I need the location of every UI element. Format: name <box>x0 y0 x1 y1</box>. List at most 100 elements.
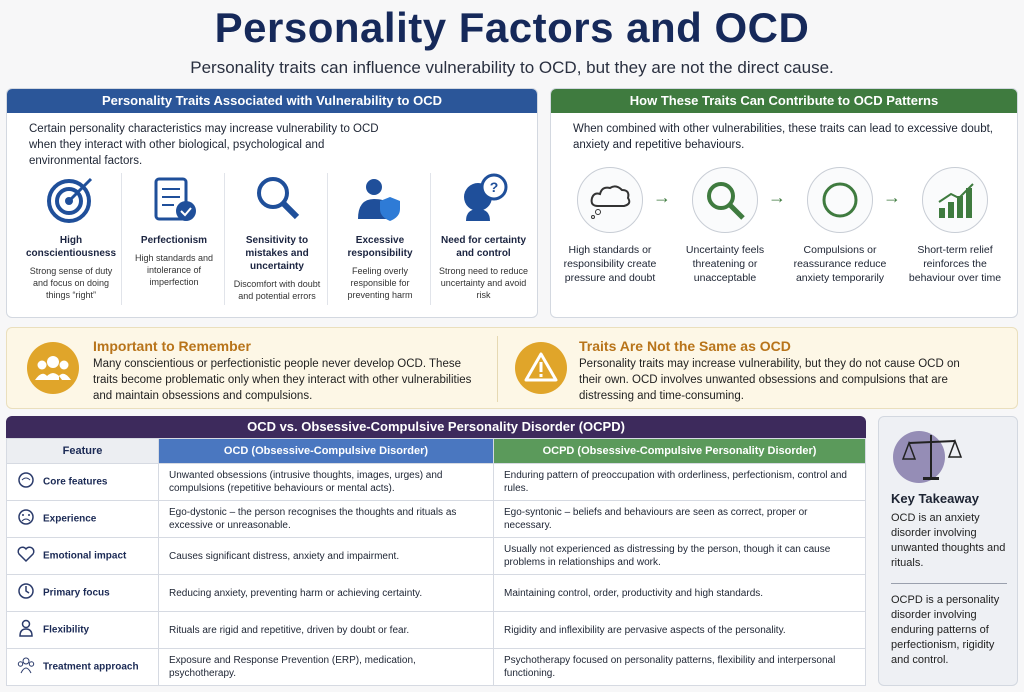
cell-text: Psychotherapy focused on personality pat… <box>504 655 836 679</box>
step: Compulsions or reassurance reduce anxiet… <box>787 167 893 285</box>
cell-text: Exposure and Response Prevention (ERP), … <box>169 655 416 679</box>
arrow: → <box>883 187 901 207</box>
trait-icon <box>227 173 327 230</box>
takeaway-point: OCD is an anxiety disorder involving unw… <box>891 512 1006 569</box>
table-row: Emotional impact Causes significant distr… <box>6 537 866 575</box>
cell-text: Usually not experienced as distressing b… <box>504 544 831 568</box>
notes-box: Important to Remember Many conscientious… <box>6 327 1018 409</box>
step-text: Compulsions or reassurance reduce anxiet… <box>793 244 887 284</box>
takeaway-point: OCPD is a personality disorder involving… <box>891 594 1000 666</box>
trait: High conscientiousness Strong sense of du… <box>21 173 122 305</box>
table-cell: Rituals are rigid and repetitive, driven… <box>158 611 494 649</box>
step-icon <box>922 167 988 233</box>
table-cell: Exposure and Response Prevention (ERP), … <box>158 648 494 686</box>
table-cell: Reducing anxiety, preventing harm or ach… <box>158 574 494 612</box>
trait-desc: Feeling overly responsible for preventin… <box>347 266 413 300</box>
feature-cell: Primary focus <box>6 574 159 612</box>
panel-title: Personality Traits Associated with Vulne… <box>7 89 537 113</box>
feature-cell: Treatment approach <box>6 648 159 686</box>
column-header: OCPD (Obsessive-Compulsive Personality D… <box>493 438 866 464</box>
note-title: Important to Remember <box>93 338 251 354</box>
step-icon <box>692 167 758 233</box>
feature-icon <box>17 619 35 641</box>
table-row: Experience Ego-dystonic – the person reco… <box>6 500 866 538</box>
trait-icon <box>330 173 430 230</box>
feature-icon <box>17 656 35 678</box>
trait-name: Sensitivity to mistakes and uncertainty <box>245 235 309 272</box>
trait-icon <box>124 173 224 230</box>
feature-cell: Experience <box>6 500 159 538</box>
trait-desc: Discomfort with doubt and potential erro… <box>233 279 321 301</box>
table-cell: Maintaining control, order, productivity… <box>493 574 866 612</box>
divider <box>497 336 498 402</box>
step: Short-term relief reinforces the behavio… <box>902 167 1008 285</box>
table-row: Core features Unwanted obsessions (intrus… <box>6 463 866 501</box>
cell-text: Emotional impact <box>43 550 127 562</box>
step-icon <box>807 167 873 233</box>
feature-icon <box>17 508 35 530</box>
takeaway-title: Key Takeaway <box>891 491 979 506</box>
cell-text: Rituals are rigid and repetitive, driven… <box>169 624 410 636</box>
table-cell: Ego-syntonic – beliefs and behaviours ar… <box>493 500 866 538</box>
svg-text:?: ? <box>489 179 498 195</box>
table-cell: Causes significant distress, anxiety and… <box>158 537 494 575</box>
trait-icon: ? <box>433 173 534 230</box>
cell-text: Primary focus <box>43 587 110 599</box>
table-cell: Unwanted obsessions (intrusive thoughts,… <box>158 463 494 501</box>
note-text: Personality traits may increase vulnerab… <box>579 358 960 402</box>
cell-text: Experience <box>43 513 97 525</box>
cell-text: Enduring pattern of preoccupation with o… <box>504 470 847 494</box>
feature-cell: Flexibility <box>6 611 159 649</box>
panel-title: How These Traits Can Contribute to OCD P… <box>551 89 1017 113</box>
trait-name: Excessive responsibility <box>347 235 413 259</box>
patterns-panel: How These Traits Can Contribute to OCD P… <box>550 88 1018 318</box>
takeaway-box: Key Takeaway OCD is an anxiety disorder … <box>878 416 1018 686</box>
title: Personality Factors and OCD <box>214 4 810 51</box>
cell-text: Ego-dystonic – the person recognises the… <box>169 507 457 531</box>
subtitle: Personality traits can influence vulnera… <box>190 58 834 77</box>
table-title: OCD vs. Obsessive-Compulsive Personality… <box>6 416 866 438</box>
cell-text: Treatment approach <box>43 661 139 673</box>
step-text: Short-term relief reinforces the behavio… <box>908 244 1002 284</box>
step: High standards or responsibility create … <box>557 167 663 285</box>
feature-cell: Core features <box>6 463 159 501</box>
comparison-table: Feature OCD (Obsessive-Compulsive Disord… <box>6 438 866 686</box>
table-cell: Psychotherapy focused on personality pat… <box>493 648 866 686</box>
column-header: OCD (Obsessive-Compulsive Disorder) <box>158 438 494 464</box>
trait-name: High conscientiousness <box>25 235 117 259</box>
column-header: Feature <box>6 438 159 464</box>
table-row: Primary focus Reducing anxiety, preventin… <box>6 574 866 612</box>
comparison: OCD vs. Obsessive-Compulsive Personality… <box>6 416 866 686</box>
scale-icon <box>893 431 963 483</box>
step: Uncertainty feels threatening or unaccep… <box>672 167 778 285</box>
trait: Sensitivity to mistakes and uncertainty D… <box>227 173 328 305</box>
step-text: Uncertainty feels threatening or unaccep… <box>685 244 765 284</box>
cell-text: Core features <box>43 476 108 488</box>
note-text: Many conscientious or perfectionistic pe… <box>93 358 472 402</box>
trait-desc: Strong need to reduce uncertainty and av… <box>438 266 529 300</box>
feature-icon <box>17 471 35 493</box>
feature-icon <box>17 545 35 567</box>
arrow: → <box>653 187 671 207</box>
step-text: High standards or responsibility create … <box>563 244 657 284</box>
table-row: Treatment approach Exposure and Response … <box>6 648 866 686</box>
table-row: Flexibility Rituals are rigid and repetit… <box>6 611 866 649</box>
trait-desc: High standards and intolerance of imperf… <box>134 253 214 287</box>
cell-text: Causes significant distress, anxiety and… <box>169 550 400 562</box>
note-title: Traits Are Not the Same as OCD <box>579 338 791 354</box>
trait-name: Need for certainty and control <box>440 235 527 259</box>
trait: ? Need for certainty and control Strong ne… <box>433 173 534 305</box>
step-icon <box>577 167 643 233</box>
trait-icon <box>21 173 121 230</box>
cell-text: Ego-syntonic – beliefs and behaviours ar… <box>504 507 808 531</box>
feature-icon <box>17 582 35 604</box>
cell-text: Unwanted obsessions (intrusive thoughts,… <box>169 470 443 494</box>
table-cell: Usually not experienced as distressing b… <box>493 537 866 575</box>
arrow: → <box>768 187 786 207</box>
trait-desc: Strong sense of duty and focus on doing … <box>29 266 113 300</box>
table-cell: Ego-dystonic – the person recognises the… <box>158 500 494 538</box>
cell-text: Rigidity and inflexibility are pervasive… <box>504 624 786 636</box>
table-cell: Enduring pattern of preoccupation with o… <box>493 463 866 501</box>
warning-icon <box>515 342 567 394</box>
cell-text: Maintaining control, order, productivity… <box>504 587 764 599</box>
